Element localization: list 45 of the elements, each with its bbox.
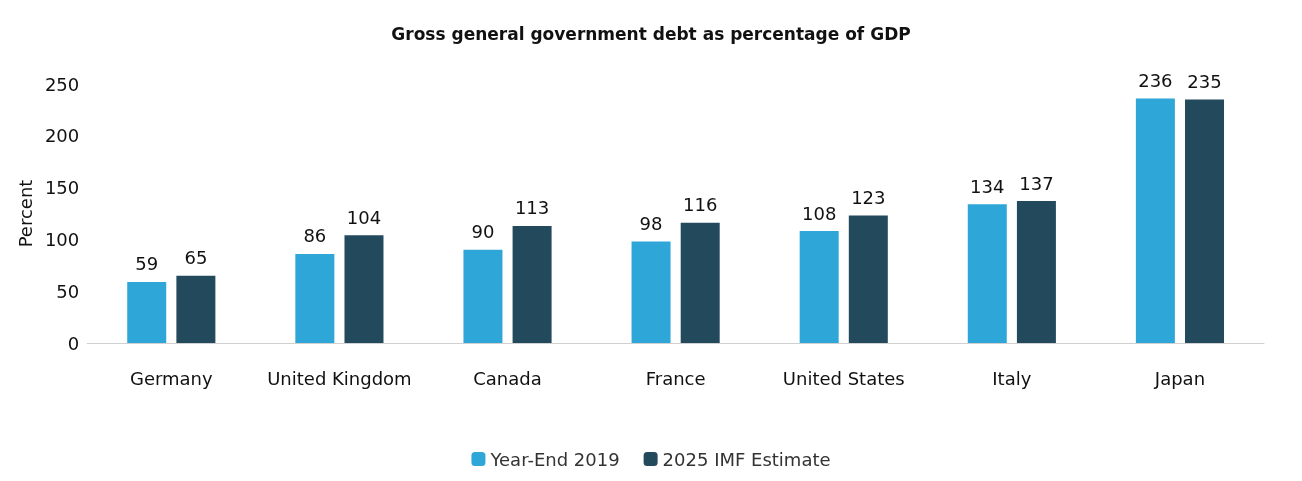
- data-label: 134: [970, 175, 1005, 197]
- y-tick-label: 150: [44, 177, 80, 199]
- bar: [848, 215, 888, 343]
- x-tick-label: Italy: [992, 367, 1032, 389]
- data-label: 113: [514, 197, 550, 219]
- bar: [799, 231, 839, 343]
- bar: [344, 235, 384, 343]
- data-label: 235: [1187, 71, 1222, 93]
- bar: [631, 241, 671, 343]
- y-tick-label: 50: [56, 280, 80, 302]
- data-label: 90: [471, 221, 495, 243]
- data-label: 236: [1138, 70, 1173, 91]
- y-tick-label: 250: [44, 73, 80, 95]
- bar: [1016, 201, 1056, 343]
- x-tick-label: Canada: [473, 367, 542, 389]
- bar: [1185, 99, 1225, 343]
- legend-label: 2025 IMF Estimate: [662, 448, 831, 470]
- data-label: 59: [135, 253, 159, 275]
- x-tick-label: Japan: [1153, 367, 1206, 389]
- bar: [512, 225, 552, 343]
- y-tick-label: 100: [44, 228, 80, 250]
- x-tick-label: Germany: [129, 367, 214, 389]
- bar: [967, 204, 1007, 343]
- bar: [127, 281, 167, 343]
- chart-title: Gross general government debt as percentage of GDP: [391, 23, 911, 44]
- x-tick-label: United Kingdom: [267, 367, 412, 389]
- data-label: 65: [184, 247, 208, 269]
- data-label: 98: [639, 212, 663, 234]
- data-label: 108: [801, 202, 837, 224]
- bar: [1135, 98, 1175, 343]
- bar: [680, 222, 720, 343]
- y-tick-label: 0: [67, 332, 80, 354]
- data-label: 104: [346, 206, 382, 228]
- bar: [176, 275, 216, 343]
- x-tick-label: France: [645, 367, 706, 389]
- data-label: 123: [851, 187, 886, 209]
- legend-label: Year-End 2019: [489, 448, 620, 470]
- bar: [295, 253, 335, 343]
- y-tick-label: 200: [44, 125, 80, 147]
- x-tick-label: United States: [782, 367, 905, 389]
- data-label: 86: [303, 225, 327, 247]
- bar: [463, 249, 503, 343]
- y-axis-title: Percent: [14, 179, 36, 248]
- data-label: 137: [1019, 172, 1054, 194]
- data-label: 116: [683, 194, 718, 216]
